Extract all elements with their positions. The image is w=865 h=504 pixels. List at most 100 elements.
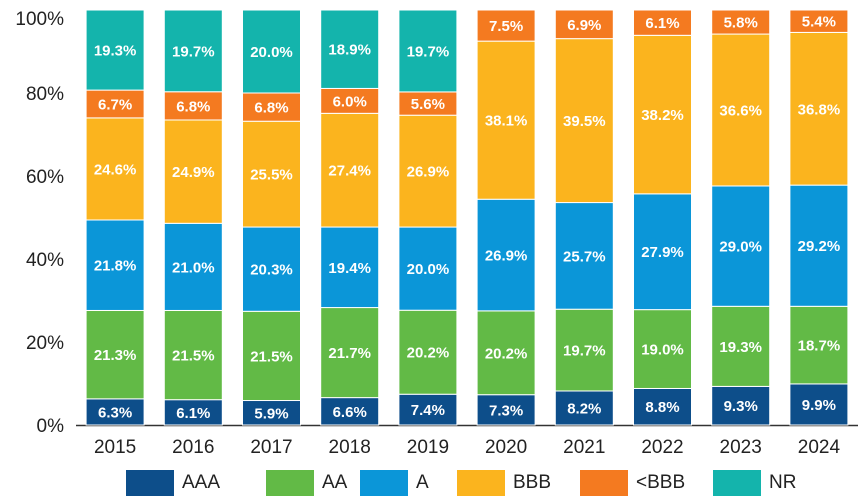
bar-segment-ltbbb (320, 87, 380, 114)
bar-segment-ltbbb (476, 9, 536, 42)
legend-label: <BBB (636, 472, 686, 493)
bar-segment-aa (85, 309, 145, 400)
bar-segment-a (711, 185, 771, 307)
bar-segment-aaa (789, 383, 849, 426)
data-label: 36.8% (798, 101, 841, 118)
y-tick-label: 40% (26, 250, 64, 271)
data-label: 26.9% (407, 164, 450, 181)
legend-item: AAA (126, 468, 220, 498)
bar-segment-aa (711, 305, 771, 387)
bar-segment-aaa (242, 400, 301, 426)
data-label: 21.5% (172, 348, 215, 365)
data-label: 20.2% (485, 345, 528, 362)
bar-segment-a (242, 226, 301, 312)
data-label: 21.5% (250, 348, 293, 365)
bar-segment-aaa (633, 387, 692, 426)
x-tick-label: 2016 (172, 437, 214, 458)
data-label: 24.9% (172, 164, 215, 181)
y-tick-label: 100% (15, 9, 64, 30)
legend-swatch (713, 470, 761, 496)
data-label: 20.2% (407, 345, 450, 362)
data-label: 7.3% (489, 402, 523, 419)
data-label: 39.5% (563, 113, 606, 130)
legend-item: <BBB (580, 468, 685, 498)
bar-segment-bbb (320, 112, 380, 228)
x-tick-label: 2023 (720, 437, 762, 458)
data-label: 27.4% (328, 163, 371, 180)
data-label: 27.9% (641, 244, 684, 261)
bar-segment-bbb (163, 119, 223, 224)
bar-segment-aa (242, 310, 301, 402)
bar-segment-aaa (476, 394, 536, 426)
bar-segment-aa (163, 309, 223, 401)
data-label: 21.0% (172, 259, 215, 276)
bar-segment-aaa (320, 397, 380, 426)
data-label: 6.7% (98, 96, 132, 113)
legend-item: AA (266, 468, 347, 498)
x-tick-label: 2015 (94, 437, 136, 458)
bar-segment-a (789, 184, 849, 307)
data-label: 25.7% (563, 248, 606, 265)
data-label: 6.6% (333, 404, 367, 421)
bar-segment-aa (554, 308, 614, 392)
legend-label: BBB (513, 472, 552, 493)
bar-segment-ltbbb (711, 9, 771, 35)
bar-segment-aa (633, 309, 692, 389)
data-label: 18.9% (328, 42, 371, 59)
bar-segment-ltbbb (85, 89, 145, 119)
bar-segment-bbb (398, 114, 458, 228)
y-tick-label: 0% (37, 416, 65, 437)
data-label: 7.5% (489, 18, 523, 35)
bar-segment-nr (398, 9, 458, 93)
data-label: 20.0% (407, 261, 450, 278)
legend-swatch (126, 470, 174, 496)
data-label: 38.2% (641, 107, 684, 124)
legend-label: AA (322, 472, 348, 493)
legend-label: AAA (182, 472, 221, 493)
data-label: 6.0% (333, 93, 367, 110)
data-label: 6.8% (254, 100, 288, 117)
data-label: 8.8% (645, 399, 679, 416)
data-label: 20.0% (250, 44, 293, 61)
bar-segment-bbb (554, 38, 614, 204)
bar-segment-bbb (789, 31, 849, 186)
data-label: 38.1% (485, 113, 528, 130)
bar-segment-nr (242, 9, 301, 94)
bar-segment-ltbbb (554, 9, 614, 40)
bar-segment-aa (398, 309, 458, 395)
bar-segment-aaa (554, 390, 614, 426)
bar-segment-a (398, 226, 458, 311)
data-label: 5.4% (802, 14, 836, 31)
x-tick-label: 2018 (329, 437, 371, 458)
y-tick-label: 20% (26, 333, 64, 354)
bar-segment-a (320, 226, 380, 309)
bar-segment-bbb (711, 33, 771, 187)
x-tick-label: 2020 (485, 437, 527, 458)
bar-segment-aaa (85, 398, 145, 426)
data-label: 21.8% (94, 258, 137, 275)
data-label: 8.2% (567, 400, 601, 417)
legend-item: NR (713, 468, 796, 498)
y-tick-label: 80% (26, 84, 64, 105)
x-tick-label: 2022 (641, 437, 683, 458)
data-label: 24.6% (94, 161, 137, 178)
data-label: 6.9% (567, 17, 601, 34)
bar-segment-aaa (711, 385, 771, 426)
data-label: 6.1% (176, 405, 210, 422)
bar-segment-a (633, 193, 692, 311)
data-label: 9.3% (724, 398, 758, 415)
data-label: 19.4% (328, 260, 371, 277)
data-label: 29.0% (719, 239, 762, 256)
bar-segment-nr (85, 9, 145, 91)
bar-segment-nr (163, 9, 223, 93)
data-label: 6.1% (645, 15, 679, 32)
data-label: 20.3% (250, 262, 293, 279)
legend-swatch (266, 470, 314, 496)
bar-segment-a (163, 222, 223, 311)
data-label: 29.2% (798, 238, 841, 255)
data-label: 7.4% (411, 402, 445, 419)
bar-segment-ltbbb (789, 9, 849, 33)
bar-segment-aaa (163, 399, 223, 426)
legend-swatch (580, 470, 628, 496)
